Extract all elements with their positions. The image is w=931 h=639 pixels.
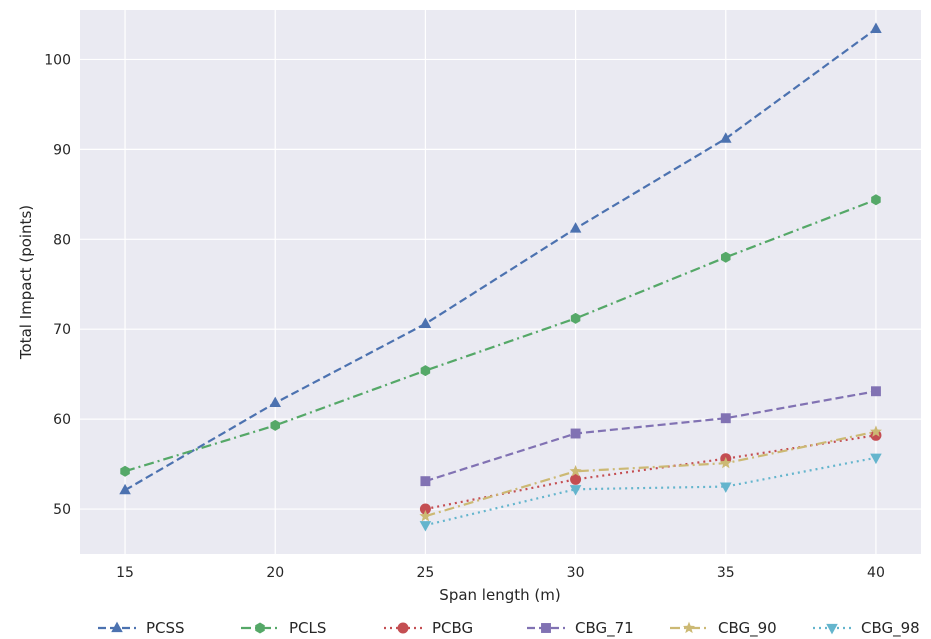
data-point-cbg-98 [719,482,732,493]
y-tick-label: 100 [44,52,71,68]
legend-label-pcls: PCLS [289,619,326,637]
series-line-pcls [124,198,877,473]
x-tick-label: 25 [416,565,434,581]
data-point-cbg-98 [419,521,432,532]
legend-item-pcss: PCSS [98,619,185,637]
data-point-pcbg [570,473,582,485]
legend-marker-cbg-98 [826,623,838,635]
legend-item-pcbg: PCBG [384,619,473,637]
data-point-cbg-71 [870,386,881,397]
legend-marker-pcss [111,621,123,633]
series-cbg-71 [420,386,881,487]
data-point-cbg-71 [720,413,731,424]
data-point-pcbg [419,503,431,515]
series-layer [119,22,882,532]
legend-label-pcbg: PCBG [432,619,473,637]
legend-item-cbg-71: CBG_71 [527,619,634,638]
legend-marker-cbg-71 [541,623,551,633]
data-point-pcss [870,22,882,34]
data-point-cbg-90 [569,464,582,477]
series-line-pcss [124,27,877,492]
series-cbg-98 [419,453,882,532]
series-line-cbg-90 [425,430,877,518]
data-point-cbg-71 [420,476,431,487]
x-tick-labels: 15 20 25 30 35 40 [116,565,885,581]
x-tick-label: 15 [116,565,134,581]
y-tick-label: 60 [53,412,71,428]
x-axis-label: Span length (m) [439,586,560,604]
data-point-pcls [721,251,731,263]
y-tick-label: 80 [53,232,71,248]
x-tick-label: 30 [567,565,585,581]
data-point-pcss [419,317,432,328]
legend-marker-pcbg [397,622,409,634]
legend-item-cbg-98: CBG_98 [813,619,920,638]
series-cbg-90 [419,425,882,522]
series-line-pcbg [425,434,877,511]
y-tick-label: 50 [53,502,71,518]
data-point-pcls [270,419,280,431]
data-point-pcls [871,194,881,206]
data-point-cbg-90 [419,509,432,522]
x-tick-label: 35 [717,565,735,581]
data-point-cbg-90 [869,425,882,437]
legend-label-cbg-98: CBG_98 [861,619,920,638]
y-tick-labels: 50 60 70 80 90 100 [44,52,71,518]
data-point-cbg-71 [570,428,581,439]
data-point-cbg-90 [719,456,732,469]
data-point-pcss [269,396,282,408]
legend-label-pcss: PCSS [146,619,185,637]
y-tick-label: 90 [53,142,71,158]
data-point-pcls [420,365,431,377]
series-pcss [119,22,882,495]
legend-label-cbg-71: CBG_71 [575,619,634,638]
legend-marker-cbg-90 [682,621,696,634]
plot-background [80,10,921,554]
legend-marker-pcls [255,622,265,634]
data-point-cbg-98 [569,485,582,496]
series-line-cbg-71 [425,390,877,483]
y-tick-label: 70 [53,322,71,338]
data-point-pcss [719,132,732,143]
y-axis-label: Total Impact (points) [17,205,35,360]
x-tick-label: 20 [266,565,284,581]
grid-lines [80,10,921,554]
data-point-pcbg [870,429,882,441]
data-point-pcls [120,465,130,477]
data-point-pcss [119,483,131,495]
series-pcls [120,194,881,477]
legend: PCSS PCLS PCBG CBG_71 CBG_90 CBG_98 [98,619,920,638]
x-tick-label: 40 [867,565,885,581]
data-point-pcss [569,222,582,233]
legend-item-cbg-90: CBG_90 [670,619,777,638]
legend-label-cbg-90: CBG_90 [718,619,777,638]
legend-item-pcls: PCLS [241,619,326,637]
series-line-cbg-98 [425,456,877,527]
data-point-pcls [570,312,581,324]
data-point-cbg-98 [870,453,882,465]
